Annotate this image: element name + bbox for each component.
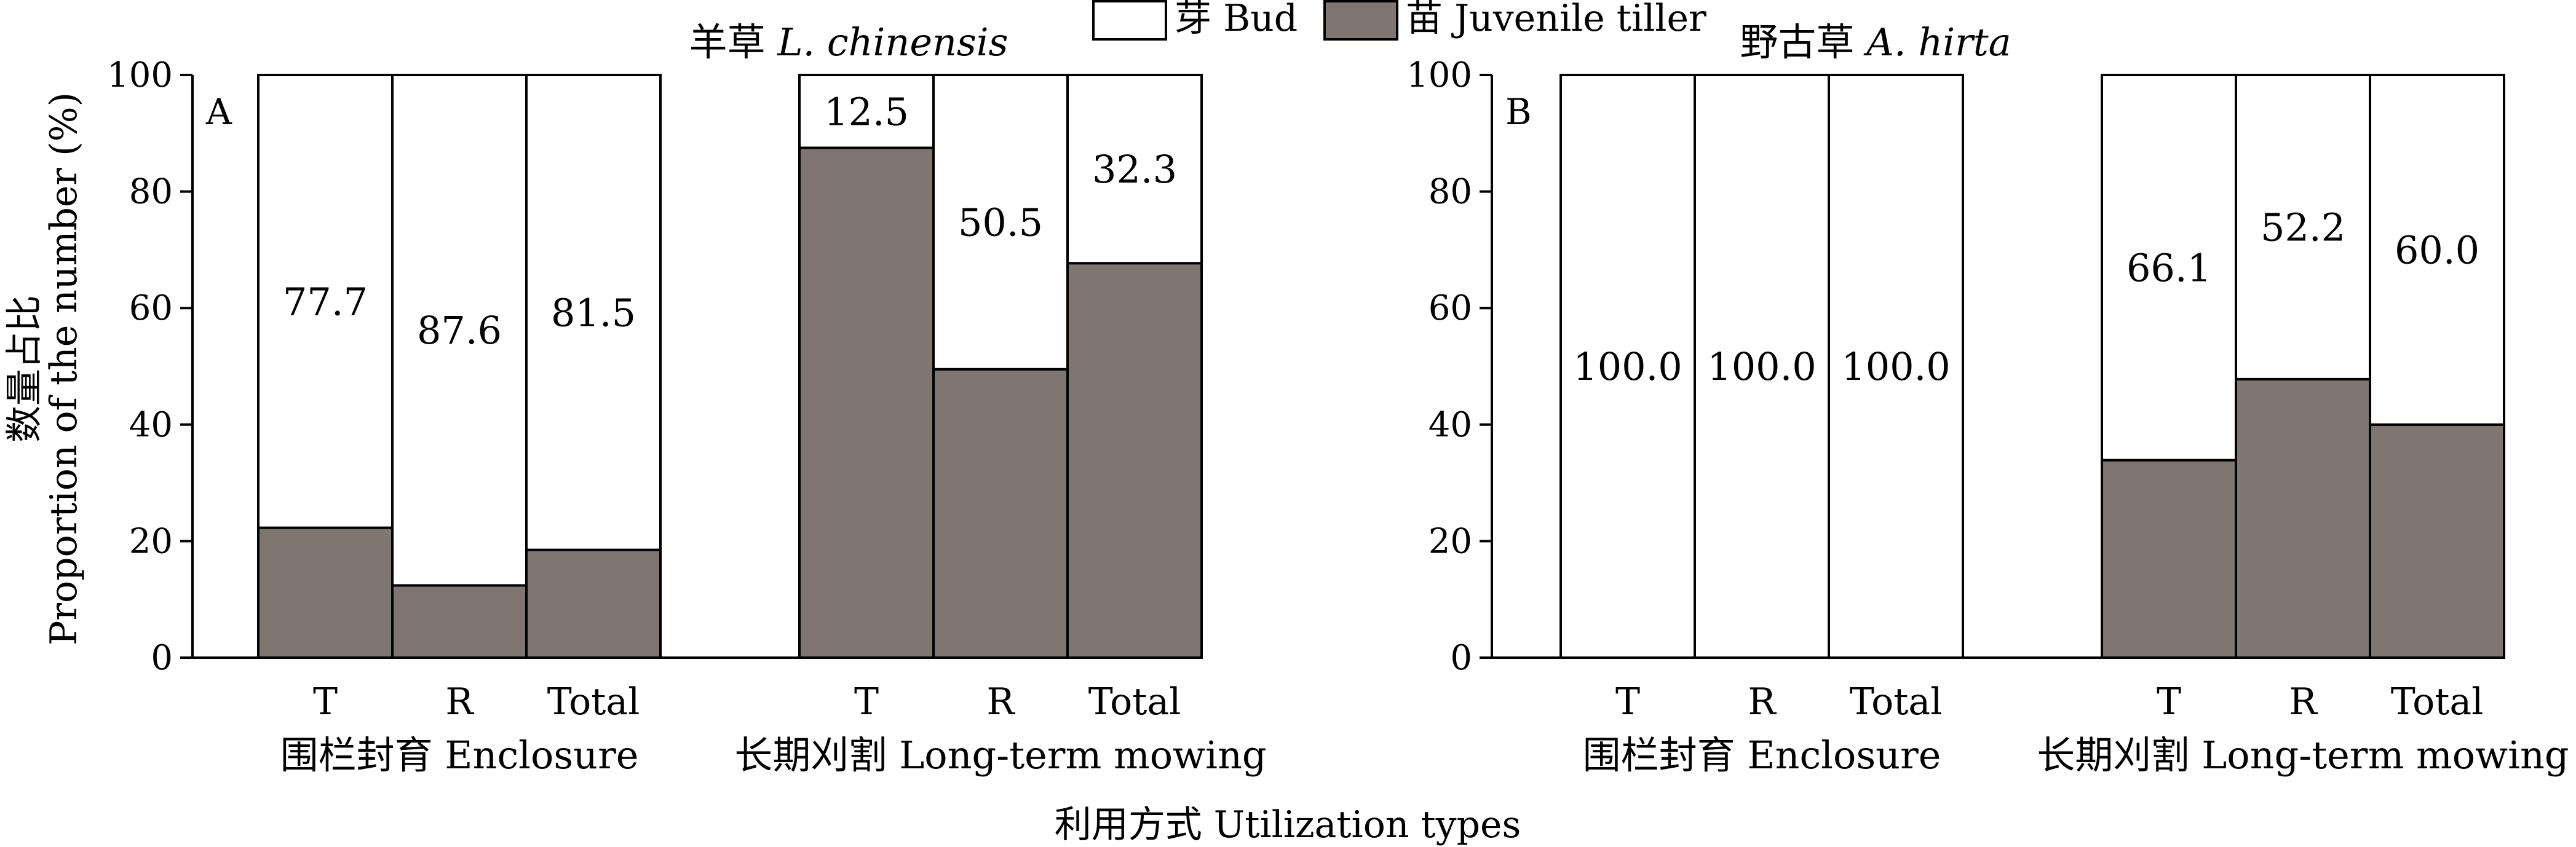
bar-bud [525, 74, 662, 551]
category-label: R [1748, 680, 1777, 723]
panel-letter: A [205, 91, 232, 133]
bar-value-label: 100.0 [1707, 344, 1817, 389]
legend-label-bud: 芽 Bud [1175, 0, 1298, 40]
panel-a: 0 20 40 60 80 100 A 羊草 L. chinensis 77.7 T 87.6 R 81… [107, 20, 1266, 778]
bar-value-label: 87.6 [417, 308, 502, 353]
bar-juvenile [932, 368, 1069, 659]
bar-juvenile [391, 584, 528, 659]
category-label: T [854, 680, 879, 723]
category-label: R [986, 680, 1015, 723]
group-label: 长期刈割 Long-term mowing [734, 733, 1266, 778]
y-tick-label: 80 [1429, 172, 1472, 212]
bar-value-label: 12.5 [824, 89, 909, 134]
y-tick-label: 100 [1406, 55, 1472, 95]
bar-bud [1828, 74, 1964, 659]
group-label: 围栏封育 Enclosure [280, 733, 639, 778]
y-tick-label: 0 [151, 638, 173, 678]
category-label: T [1615, 680, 1640, 723]
bar-juvenile [257, 526, 394, 660]
bar-juvenile [2235, 377, 2371, 660]
bar-value-label: 66.1 [2126, 245, 2211, 290]
bar-value-label: 32.3 [1092, 147, 1177, 192]
panel-letter: B [1505, 91, 1532, 133]
bar-bud [2369, 74, 2505, 426]
legend: 芽 Bud 苗 Juvenile tiller [1092, 0, 1706, 41]
bar-juvenile [798, 146, 935, 659]
bar-bud [2101, 74, 2237, 462]
legend-swatch-bud [1092, 0, 1167, 41]
bar-value-label: 52.2 [2261, 205, 2345, 250]
bar-value-label: 100.0 [1573, 344, 1682, 389]
category-label: Total [547, 680, 640, 723]
bar-bud [1066, 74, 1203, 265]
category-label: R [2289, 680, 2318, 723]
bar-juvenile [2101, 459, 2237, 659]
bar-value-label: 60.0 [2395, 227, 2479, 272]
bar-bud [391, 74, 528, 587]
y-tick-label: 60 [1429, 288, 1472, 328]
category-label: T [313, 680, 338, 723]
panel-b: 0 20 40 60 80 100 B 野古草 A. hirta 100.0 T 100.0 R 100… [1406, 20, 2569, 778]
legend-swatch-juvenile [1323, 0, 1398, 41]
y-tick-label: 20 [129, 521, 173, 561]
bar-value-label: 77.7 [283, 279, 368, 324]
category-label: R [445, 680, 474, 723]
y-tick-label: 20 [1429, 521, 1472, 561]
group-label: 长期刈割 Long-term mowing [2037, 733, 2569, 778]
x-axis-label: 利用方式 Utilization types [1055, 803, 1521, 846]
bar-bud [1694, 74, 1830, 659]
bar-bud [2235, 74, 2371, 380]
y-tick-label: 0 [1450, 638, 1472, 678]
bar-value-label: 50.5 [958, 200, 1043, 245]
y-axis-label-cn: 数量占比 [3, 295, 46, 443]
category-label: Total [1850, 680, 1943, 723]
category-label: Total [2391, 680, 2484, 723]
bar-juvenile [2369, 423, 2505, 659]
bar-value-label: 100.0 [1841, 344, 1951, 389]
panel-title: 羊草 L. chinensis [689, 20, 1009, 65]
y-tick-label: 80 [129, 172, 173, 212]
bar-juvenile [1066, 262, 1203, 660]
bar-bud [1559, 74, 1696, 659]
bar-juvenile [525, 548, 662, 659]
y-tick-label: 60 [129, 288, 173, 328]
bar-value-label: 81.5 [551, 290, 636, 335]
category-label: T [2157, 680, 2181, 723]
legend-label-juvenile: 苗 Juvenile tiller [1406, 0, 1706, 40]
y-tick-label: 40 [129, 405, 173, 445]
y-axis-label-en: Proportion of the number (%) [42, 92, 85, 645]
y-axis-label: 数量占比 Proportion of the number (%) [3, 92, 85, 645]
category-label: Total [1088, 680, 1181, 723]
bar-bud [257, 74, 394, 529]
y-tick-label: 40 [1429, 405, 1472, 445]
group-label: 围栏封育 Enclosure [1583, 733, 1941, 778]
panel-title: 野古草 A. hirta [1740, 20, 2011, 65]
y-tick-label: 100 [107, 55, 173, 95]
